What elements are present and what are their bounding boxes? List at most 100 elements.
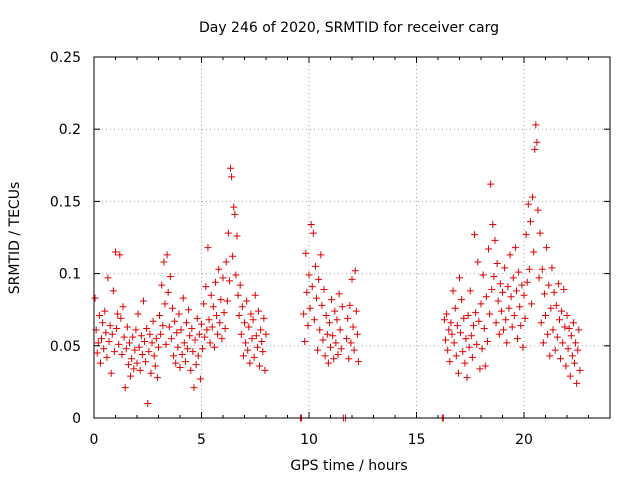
data-point <box>218 335 226 343</box>
data-point <box>184 345 192 353</box>
data-point <box>156 311 164 319</box>
data-point <box>241 319 248 327</box>
data-point <box>491 236 499 244</box>
data-point <box>563 311 571 319</box>
data-point <box>552 301 560 309</box>
data-point <box>203 326 211 334</box>
data-point <box>186 332 194 340</box>
data-point <box>477 300 485 308</box>
data-point <box>254 307 262 315</box>
data-point <box>202 283 210 291</box>
data-point <box>225 277 233 285</box>
data-point <box>247 310 255 318</box>
data-point <box>460 314 468 322</box>
data-point <box>348 275 356 283</box>
data-point <box>139 297 147 305</box>
data-point <box>95 311 103 319</box>
data-point <box>261 366 269 374</box>
data-point <box>116 251 124 259</box>
data-point <box>114 310 122 318</box>
data-point <box>166 272 174 280</box>
data-point <box>242 339 250 347</box>
data-point <box>469 322 477 330</box>
data-point <box>142 358 150 366</box>
data-point <box>535 274 543 282</box>
data-point <box>337 345 345 353</box>
data-point <box>463 374 471 382</box>
data-point <box>209 303 217 311</box>
data-point <box>222 258 230 266</box>
data-point <box>101 307 109 315</box>
data-point <box>162 340 170 348</box>
data-point <box>172 359 180 367</box>
data-point <box>168 304 176 312</box>
data-point <box>459 348 467 356</box>
data-point <box>504 283 512 291</box>
data-point <box>483 337 491 345</box>
data-point <box>106 322 114 330</box>
data-point <box>488 285 496 293</box>
data-point <box>571 359 579 367</box>
data-point <box>149 317 157 325</box>
data-point <box>208 323 216 331</box>
data-point <box>170 352 178 360</box>
data-point <box>461 359 469 367</box>
data-point <box>188 324 196 332</box>
data-point <box>176 363 184 371</box>
data-point <box>173 329 181 337</box>
data-point <box>96 359 104 367</box>
data-point <box>113 324 121 332</box>
data-point <box>528 300 536 308</box>
data-point <box>546 352 554 360</box>
data-point <box>468 353 476 361</box>
data-point <box>145 348 153 356</box>
data-point <box>152 335 160 343</box>
data-point <box>440 316 448 324</box>
data-point <box>561 323 569 331</box>
data-point <box>167 335 175 343</box>
data-point <box>549 326 557 334</box>
data-point <box>492 319 500 327</box>
data-point <box>514 335 522 343</box>
data-point <box>150 352 158 360</box>
data-point <box>151 362 159 370</box>
data-point <box>531 145 539 153</box>
data-point <box>323 330 331 338</box>
data-point <box>251 291 259 299</box>
data-point <box>192 361 200 369</box>
data-point <box>137 332 145 340</box>
data-point <box>249 316 257 324</box>
data-point <box>443 310 451 318</box>
data-point <box>479 271 487 279</box>
data-point <box>164 288 172 296</box>
data-point <box>108 330 116 338</box>
data-point <box>521 314 529 322</box>
data-point <box>201 333 209 341</box>
data-point <box>334 350 342 358</box>
data-point <box>115 340 123 348</box>
data-point <box>159 322 167 330</box>
x-tick-label: 15 <box>408 432 426 448</box>
data-point <box>199 345 207 353</box>
y-axis-title: SRMTID / TECUs <box>7 182 23 295</box>
data-point <box>318 301 326 309</box>
data-point <box>214 330 222 338</box>
data-point <box>305 271 313 279</box>
data-point <box>200 300 208 308</box>
data-point <box>351 267 359 275</box>
data-point <box>175 310 183 318</box>
data-point <box>501 264 509 272</box>
data-point <box>248 335 256 343</box>
data-point <box>545 281 553 289</box>
data-point <box>119 303 127 311</box>
data-point <box>464 311 472 319</box>
data-point <box>179 294 187 302</box>
data-point <box>315 275 323 283</box>
data-point <box>132 326 140 334</box>
data-point <box>136 366 144 374</box>
data-point <box>91 294 99 302</box>
data-point <box>338 303 346 311</box>
data-point <box>243 297 251 305</box>
data-point <box>489 221 497 229</box>
data-point <box>539 339 547 347</box>
